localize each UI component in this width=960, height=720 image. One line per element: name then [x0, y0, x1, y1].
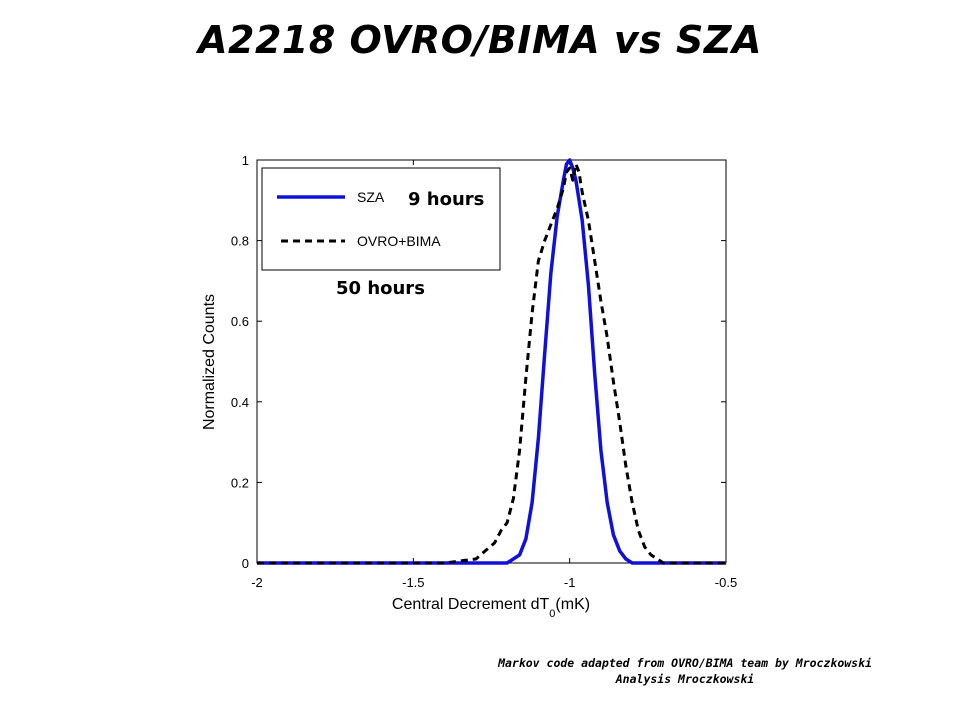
x-axis-label-main: Central Decrement dT — [392, 596, 550, 613]
y-tick-label-2: 0.4 — [231, 395, 249, 410]
credit-line-code: Markov code adapted from OVRO/BIMA team … — [498, 656, 872, 670]
x-tick-label-2: -1 — [564, 575, 576, 590]
x-axis-label-unit: (mK) — [555, 596, 590, 613]
x-tick-label-0: -2 — [251, 575, 263, 590]
legend-label-sza: SZA — [357, 189, 385, 205]
x-axis-label-subscript: 0 — [549, 608, 555, 620]
y-tick-label-0: 0 — [242, 556, 249, 571]
series-line-sza — [257, 158, 726, 565]
y-axis-label: Normalized Counts — [201, 294, 218, 430]
x-axis-ticks: -2 -1.5 -1 -0.5 — [251, 160, 737, 590]
x-axis-label: Central Decrement dT0(mK) — [392, 596, 590, 620]
annotation-sza-hours: 9 hours — [408, 189, 484, 210]
y-tick-label-5: 1 — [242, 153, 249, 168]
y-tick-label-1: 0.2 — [231, 475, 249, 490]
y-tick-label-4: 0.8 — [231, 234, 249, 249]
x-tick-label-3: -0.5 — [715, 575, 737, 590]
y-tick-label-3: 0.6 — [231, 314, 249, 329]
series-lines — [257, 158, 726, 565]
legend-box — [261, 167, 501, 271]
credit-line-analysis: Analysis Mroczkowski — [615, 672, 755, 686]
legend-label-ovro-bima: OVRO+BIMA — [357, 233, 441, 249]
series-line-ovro-bima — [257, 162, 726, 565]
credits: Markov code adapted from OVRO/BIMA team … — [430, 655, 940, 687]
x-tick-label-1: -1.5 — [402, 575, 424, 590]
y-axis-ticks: 0 0.2 0.4 0.6 0.8 1 — [231, 153, 726, 571]
annotation-ovro-hours: 50 hours — [336, 278, 425, 299]
slide-title: A2218 OVRO/BIMA vs SZA — [198, 18, 762, 62]
